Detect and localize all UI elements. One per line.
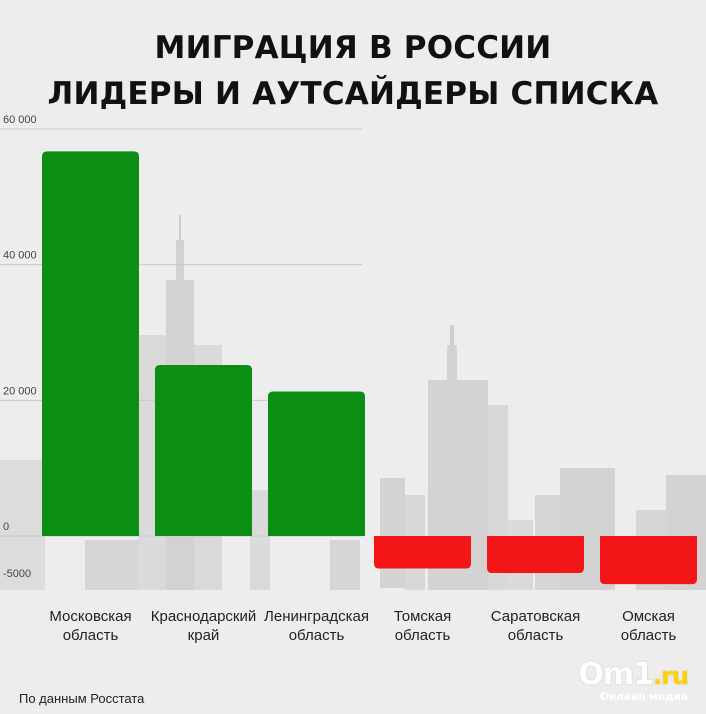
x-label-1-line-0: Краснодарский (151, 608, 256, 625)
y-tick-label-0: 60 000 (3, 114, 37, 126)
x-label-3-line-1: область (395, 627, 451, 644)
logo-suffix: .ru (652, 662, 689, 690)
bar-5 (600, 536, 697, 585)
x-label-2-line-1: область (289, 627, 345, 644)
x-label-4-line-0: Саратовская (491, 608, 580, 625)
y-tick-label-4: -5000 (3, 568, 31, 580)
bar-0 (42, 151, 139, 536)
x-label-0-line-0: Московская (49, 608, 131, 625)
om1-logo[interactable]: Om1.ru Онлайн медиа (578, 657, 689, 704)
y-tick-label-1: 40 000 (3, 250, 37, 262)
chart-title-line-1: МИГРАЦИЯ В РОССИИ (154, 30, 552, 66)
x-axis-category-labels: Московская область Краснодарский край Ленинг… (49, 608, 676, 644)
bar-4 (487, 536, 584, 573)
x-label-5-line-1: область (621, 627, 677, 644)
chart-title-line-2: ЛИДЕРЫ И АУТСАЙДЕРЫ СПИСКА (47, 76, 659, 112)
x-label-2-line-0: Ленинградская (264, 608, 369, 625)
chart-bars (42, 151, 697, 585)
y-tick-label-3: 0 (3, 521, 9, 533)
x-label-1-line-1: край (188, 627, 220, 644)
bar-1 (155, 365, 252, 536)
x-label-4-line-1: область (508, 627, 564, 644)
y-tick-label-2: 20 000 (3, 385, 37, 397)
x-label-0-line-1: область (63, 627, 119, 644)
y-axis-tick-labels: 60 000 40 000 20 000 0 -5000 (3, 114, 37, 580)
bar-2 (268, 391, 365, 536)
x-label-3-line-0: Томская (394, 608, 452, 625)
x-label-5-line-0: Омская (622, 608, 675, 625)
bar-3 (374, 536, 471, 569)
logo-tagline: Онлайн медиа (600, 691, 688, 703)
logo-main-text: Om1 (578, 657, 654, 692)
source-note: По данным Росстата (19, 691, 145, 706)
